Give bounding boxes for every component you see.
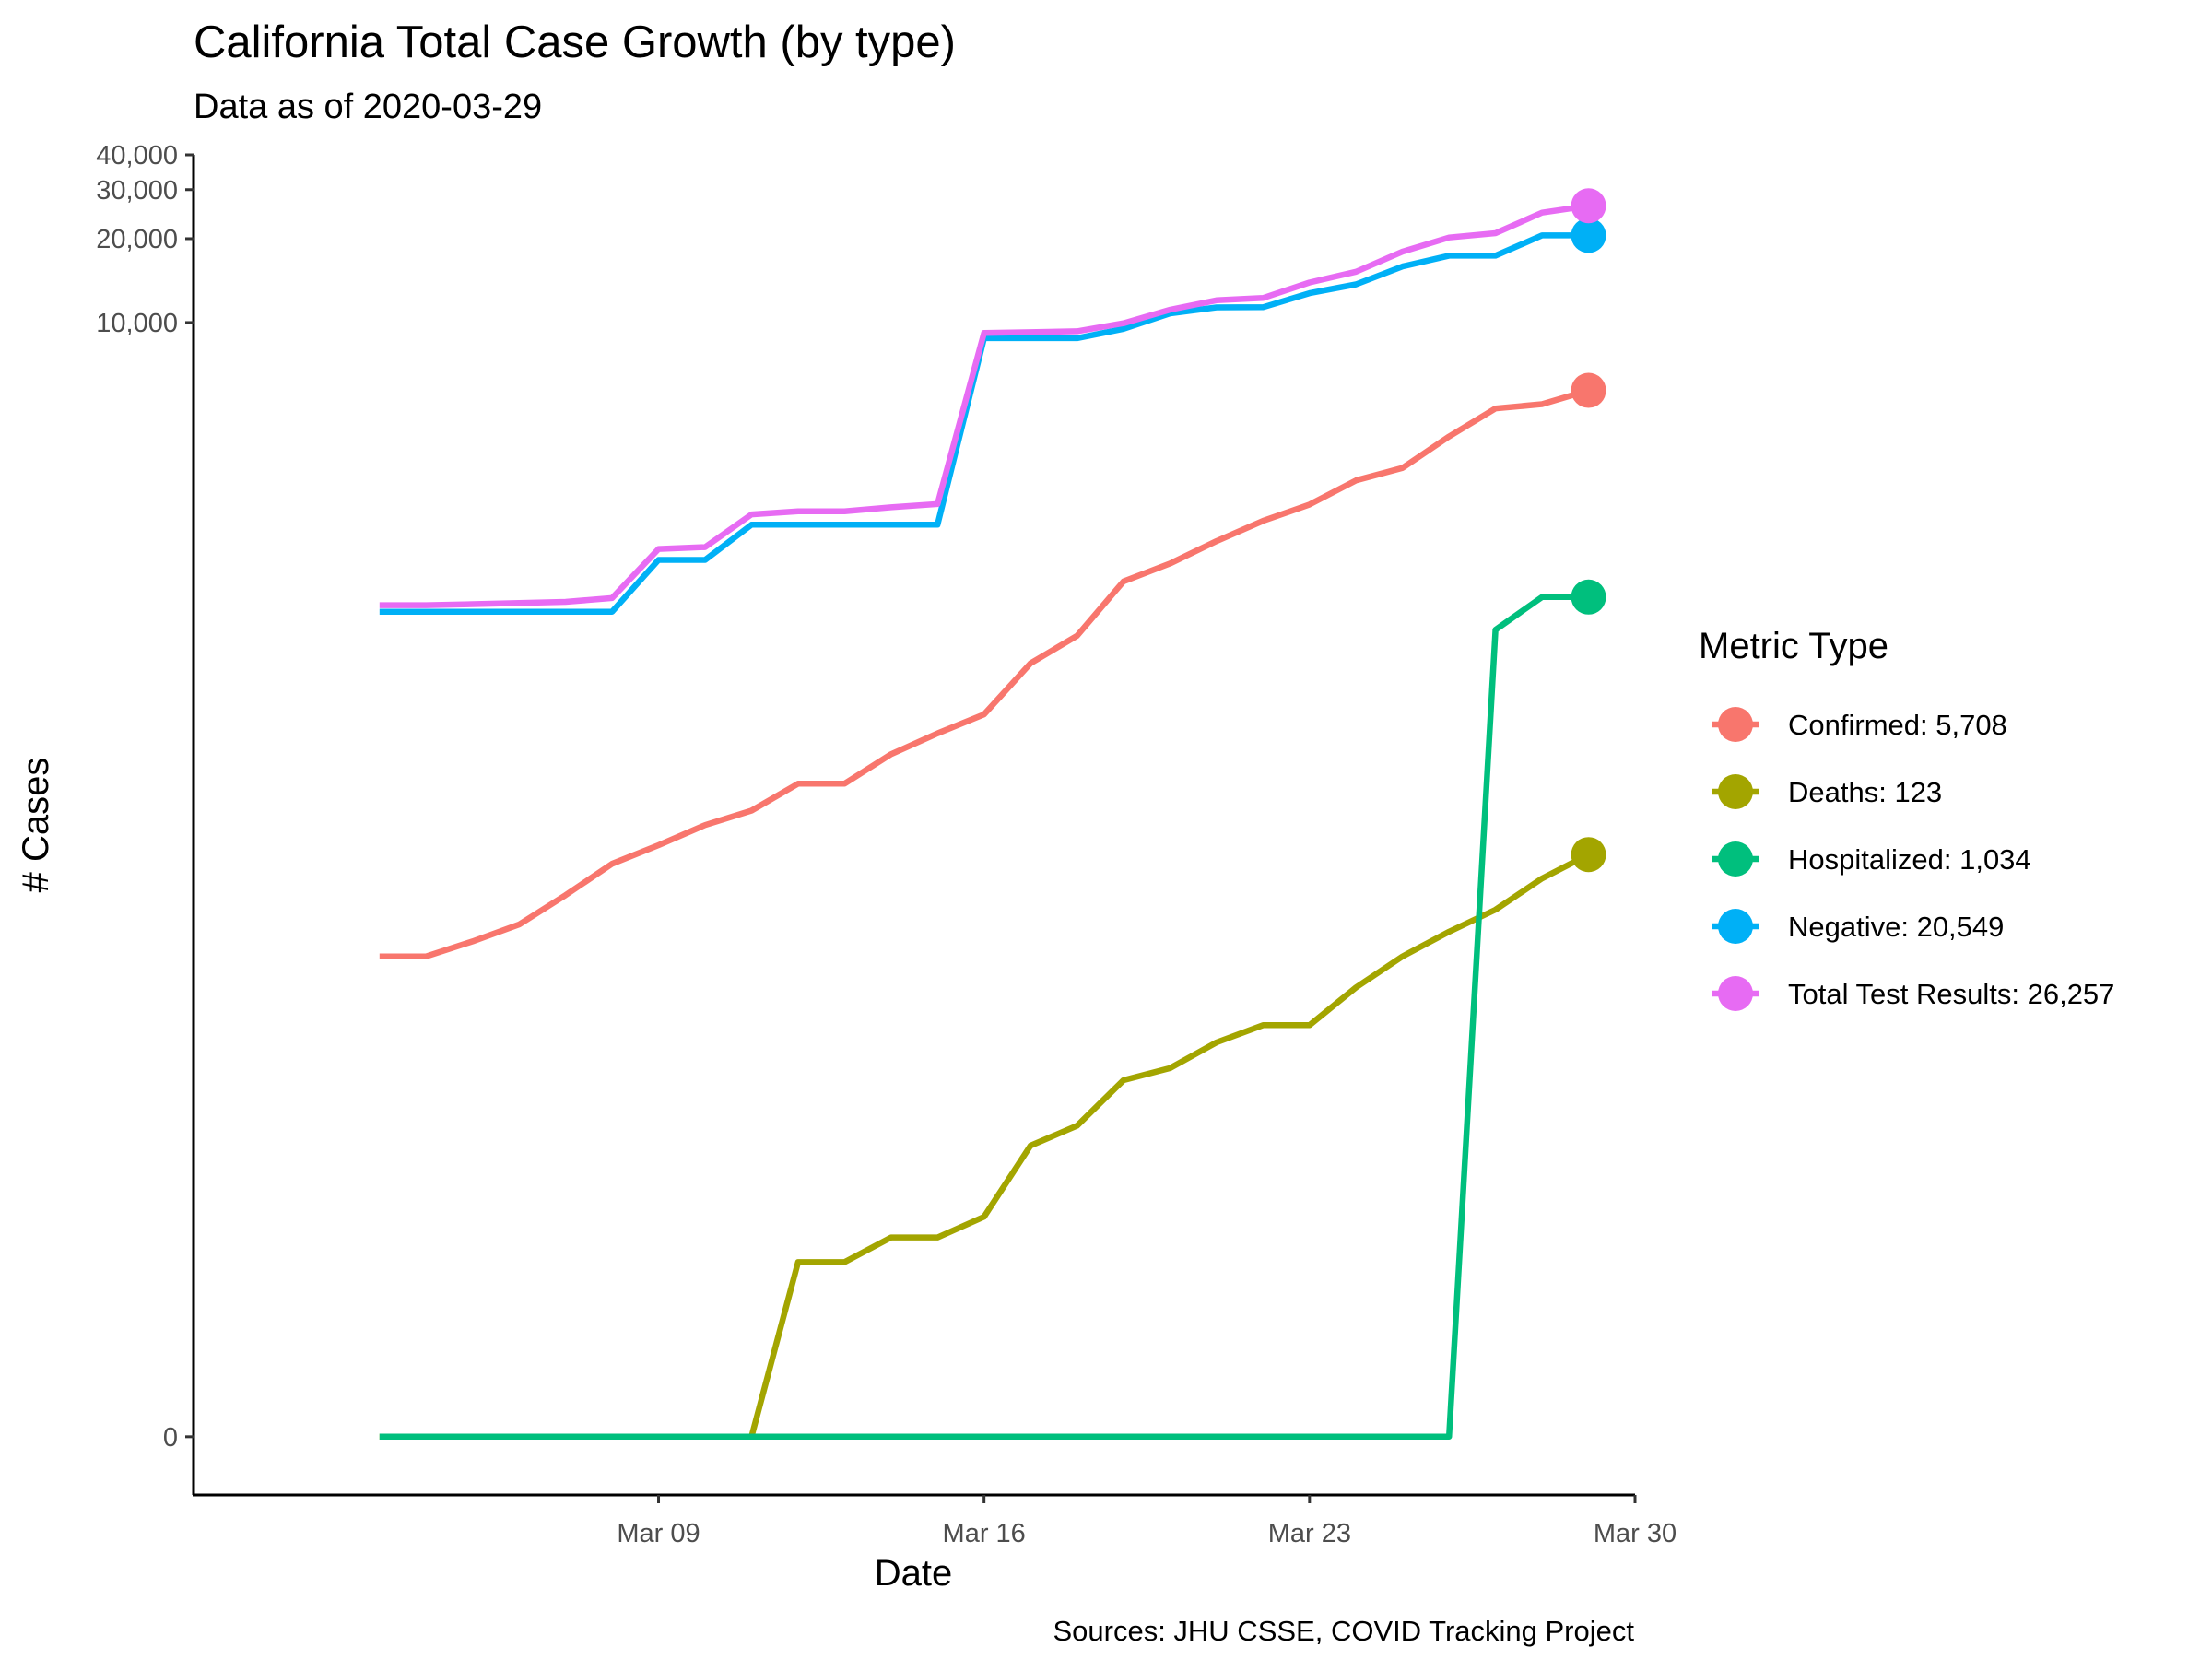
y-tick-label-2: 20,000 — [96, 225, 178, 254]
y-axis-title: # Cases — [16, 758, 56, 893]
x-axis-title: Date — [875, 1553, 953, 1594]
legend-items: Confirmed: 5,708 Deaths: 123 Hospitalized:… — [1712, 707, 2114, 1011]
legend-key-point-0 — [1718, 707, 1753, 742]
y-tick-label-4: 40,000 — [96, 141, 178, 171]
series-line-1 — [379, 852, 1590, 1441]
plot-lines — [379, 203, 1590, 1441]
series-line-4 — [379, 203, 1589, 608]
y-tick-label-1: 10,000 — [96, 309, 178, 338]
x-axis-ticks: Mar 09 Mar 16 Mar 23 Mar 30 — [617, 1495, 1677, 1548]
legend-label-3: Negative: 20,549 — [1788, 911, 2004, 943]
x-tick-label-1: Mar 16 — [943, 1519, 1026, 1548]
chart-title: California Total Case Growth (by type) — [194, 18, 956, 67]
series-endpoint-1 — [1571, 837, 1606, 873]
series-line-3 — [379, 232, 1589, 615]
series-endpoint-4 — [1571, 188, 1606, 224]
series-endpoint-0 — [1571, 372, 1606, 408]
legend-label-1: Deaths: 123 — [1788, 776, 1942, 808]
y-tick-label-0: 0 — [163, 1423, 178, 1453]
chart-caption: Sources: JHU CSSE, COVID Tracking Projec… — [1053, 1615, 1634, 1647]
legend-label-2: Hospitalized: 1,034 — [1788, 843, 2031, 876]
series-line-2 — [379, 594, 1589, 1441]
chart-subtitle: Data as of 2020-03-29 — [194, 88, 542, 126]
y-tick-label-3: 30,000 — [96, 176, 178, 206]
legend-label-0: Confirmed: 5,708 — [1788, 709, 2007, 741]
x-tick-label-0: Mar 09 — [617, 1519, 700, 1548]
plot-points — [1571, 188, 1606, 873]
series-endpoint-2 — [1571, 579, 1606, 615]
legend-key-point-1 — [1718, 774, 1753, 809]
legend-label-4: Total Test Results: 26,257 — [1788, 978, 2114, 1010]
legend-title: Metric Type — [1699, 626, 1888, 666]
x-tick-label-2: Mar 23 — [1268, 1519, 1351, 1548]
x-tick-label-3: Mar 30 — [1594, 1519, 1677, 1548]
legend-key-point-2 — [1718, 841, 1753, 877]
series-line-0 — [379, 387, 1590, 959]
y-axis-ticks: 0 10,000 20,000 30,000 40,000 — [96, 141, 194, 1453]
legend-key-point-3 — [1718, 909, 1753, 944]
legend-key-point-4 — [1718, 976, 1753, 1011]
series-endpoint-3 — [1571, 218, 1606, 253]
legend: Metric Type Confirmed: 5,708 Deaths: 123 H… — [1699, 626, 2114, 1011]
